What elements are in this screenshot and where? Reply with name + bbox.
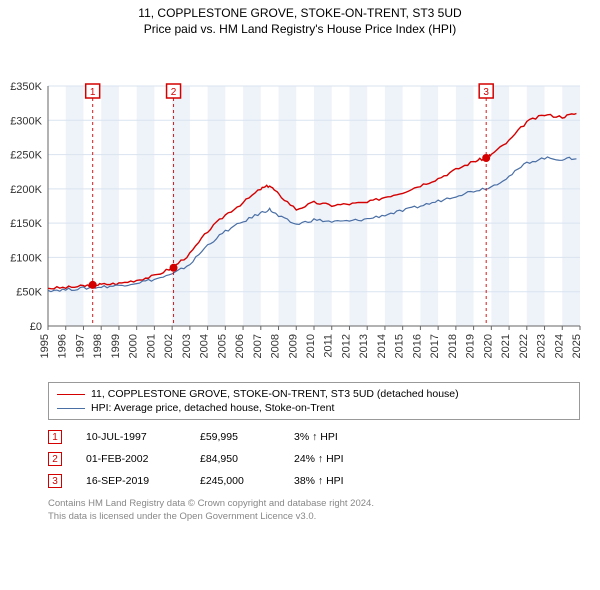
legend-label: HPI: Average price, detached house, Stok… [91,402,334,414]
svg-text:£0: £0 [30,321,42,333]
legend-swatch [57,394,85,395]
svg-text:2019: 2019 [465,334,477,358]
svg-text:2009: 2009 [287,334,299,358]
svg-text:2016: 2016 [411,334,423,358]
svg-text:1999: 1999 [110,334,122,358]
legend-item: HPI: Average price, detached house, Stok… [57,401,571,415]
sale-delta: 38% ↑ HPI [294,475,374,487]
svg-text:2004: 2004 [199,334,211,358]
svg-text:3: 3 [483,87,489,98]
chart-title: 11, COPPLESTONE GROVE, STOKE-ON-TRENT, S… [0,6,600,20]
legend-item: 11, COPPLESTONE GROVE, STOKE-ON-TRENT, S… [57,387,571,401]
svg-text:2025: 2025 [571,334,583,358]
sale-marker: 1 [48,430,62,444]
svg-text:2024: 2024 [553,334,565,358]
chart-titles: 11, COPPLESTONE GROVE, STOKE-ON-TRENT, S… [0,0,600,36]
svg-text:2001: 2001 [145,334,157,358]
price-chart: £0 £50K £100K £150K £200K £250K £300K £350K 1995… [0,36,600,376]
svg-text:2021: 2021 [500,334,512,358]
svg-text:£50K: £50K [16,287,42,299]
svg-text:2002: 2002 [163,334,175,358]
svg-text:2006: 2006 [234,334,246,358]
sale-row: 3 16-SEP-2019 £245,000 38% ↑ HPI [48,470,580,492]
footer-line-1: Contains HM Land Registry data © Crown c… [48,498,580,511]
svg-text:1996: 1996 [57,334,69,358]
svg-text:2: 2 [171,87,177,98]
svg-text:£150K: £150K [10,218,42,230]
svg-text:1997: 1997 [74,334,86,358]
svg-text:2005: 2005 [216,334,228,358]
svg-text:£300K: £300K [10,115,42,127]
legend: 11, COPPLESTONE GROVE, STOKE-ON-TRENT, S… [48,382,580,420]
legend-swatch [57,408,85,409]
svg-text:£100K: £100K [10,252,42,264]
svg-text:2010: 2010 [305,334,317,358]
sale-delta: 3% ↑ HPI [294,431,374,443]
svg-text:2023: 2023 [536,334,548,358]
sale-marker: 2 [48,452,62,466]
svg-text:1998: 1998 [92,334,104,358]
chart-container: 11, COPPLESTONE GROVE, STOKE-ON-TRENT, S… [0,0,600,524]
sale-row: 2 01-FEB-2002 £84,950 24% ↑ HPI [48,448,580,470]
svg-text:1995: 1995 [39,334,51,358]
svg-text:2000: 2000 [128,334,140,358]
sale-date: 16-SEP-2019 [86,475,176,487]
svg-text:2020: 2020 [482,334,494,358]
svg-text:2014: 2014 [376,334,388,358]
sale-price: £245,000 [200,475,270,487]
svg-text:2008: 2008 [270,334,282,358]
svg-text:1: 1 [90,87,96,98]
chart-subtitle: Price paid vs. HM Land Registry's House … [0,22,600,36]
svg-text:£200K: £200K [10,184,42,196]
footer: Contains HM Land Registry data © Crown c… [48,498,580,524]
svg-text:£350K: £350K [10,81,42,93]
sales-table: 1 10-JUL-1997 £59,995 3% ↑ HPI 2 01-FEB-2002 £… [48,426,580,492]
sale-price: £59,995 [200,431,270,443]
sale-marker: 3 [48,474,62,488]
svg-text:2007: 2007 [252,334,264,358]
footer-line-2: This data is licensed under the Open Gov… [48,511,580,524]
sale-row: 1 10-JUL-1997 £59,995 3% ↑ HPI [48,426,580,448]
legend-label: 11, COPPLESTONE GROVE, STOKE-ON-TRENT, S… [91,388,459,400]
svg-text:2017: 2017 [429,334,441,358]
svg-text:2011: 2011 [323,334,335,358]
svg-text:2015: 2015 [394,334,406,358]
svg-text:2012: 2012 [340,334,352,358]
svg-text:2022: 2022 [518,334,530,358]
svg-text:2018: 2018 [447,334,459,358]
sale-date: 10-JUL-1997 [86,431,176,443]
sale-price: £84,950 [200,453,270,465]
sale-date: 01-FEB-2002 [86,453,176,465]
svg-text:2013: 2013 [358,334,370,358]
sale-delta: 24% ↑ HPI [294,453,374,465]
svg-text:£250K: £250K [10,150,42,162]
svg-text:2003: 2003 [181,334,193,358]
